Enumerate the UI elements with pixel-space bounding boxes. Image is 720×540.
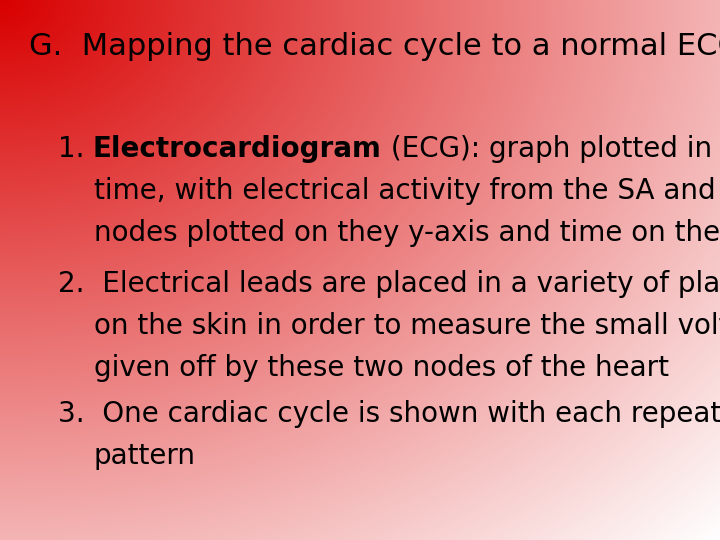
Text: Electrocardiogram: Electrocardiogram (93, 135, 382, 163)
Text: (ECG): graph plotted in real: (ECG): graph plotted in real (382, 135, 720, 163)
Text: nodes plotted on they y-axis and time on the x-axis: nodes plotted on they y-axis and time on… (94, 219, 720, 247)
Text: 1.: 1. (58, 135, 93, 163)
Text: on the skin in order to measure the small voltage: on the skin in order to measure the smal… (94, 312, 720, 340)
Text: G.  Mapping the cardiac cycle to a normal ECG trace: G. Mapping the cardiac cycle to a normal… (29, 32, 720, 62)
Text: given off by these two nodes of the heart: given off by these two nodes of the hear… (94, 354, 669, 382)
Text: pattern: pattern (94, 442, 196, 470)
Text: 3.  One cardiac cycle is shown with each repeating: 3. One cardiac cycle is shown with each … (58, 400, 720, 428)
Text: 2.  Electrical leads are placed in a variety of places: 2. Electrical leads are placed in a vari… (58, 270, 720, 298)
Text: time, with electrical activity from the SA and AV: time, with electrical activity from the … (94, 177, 720, 205)
